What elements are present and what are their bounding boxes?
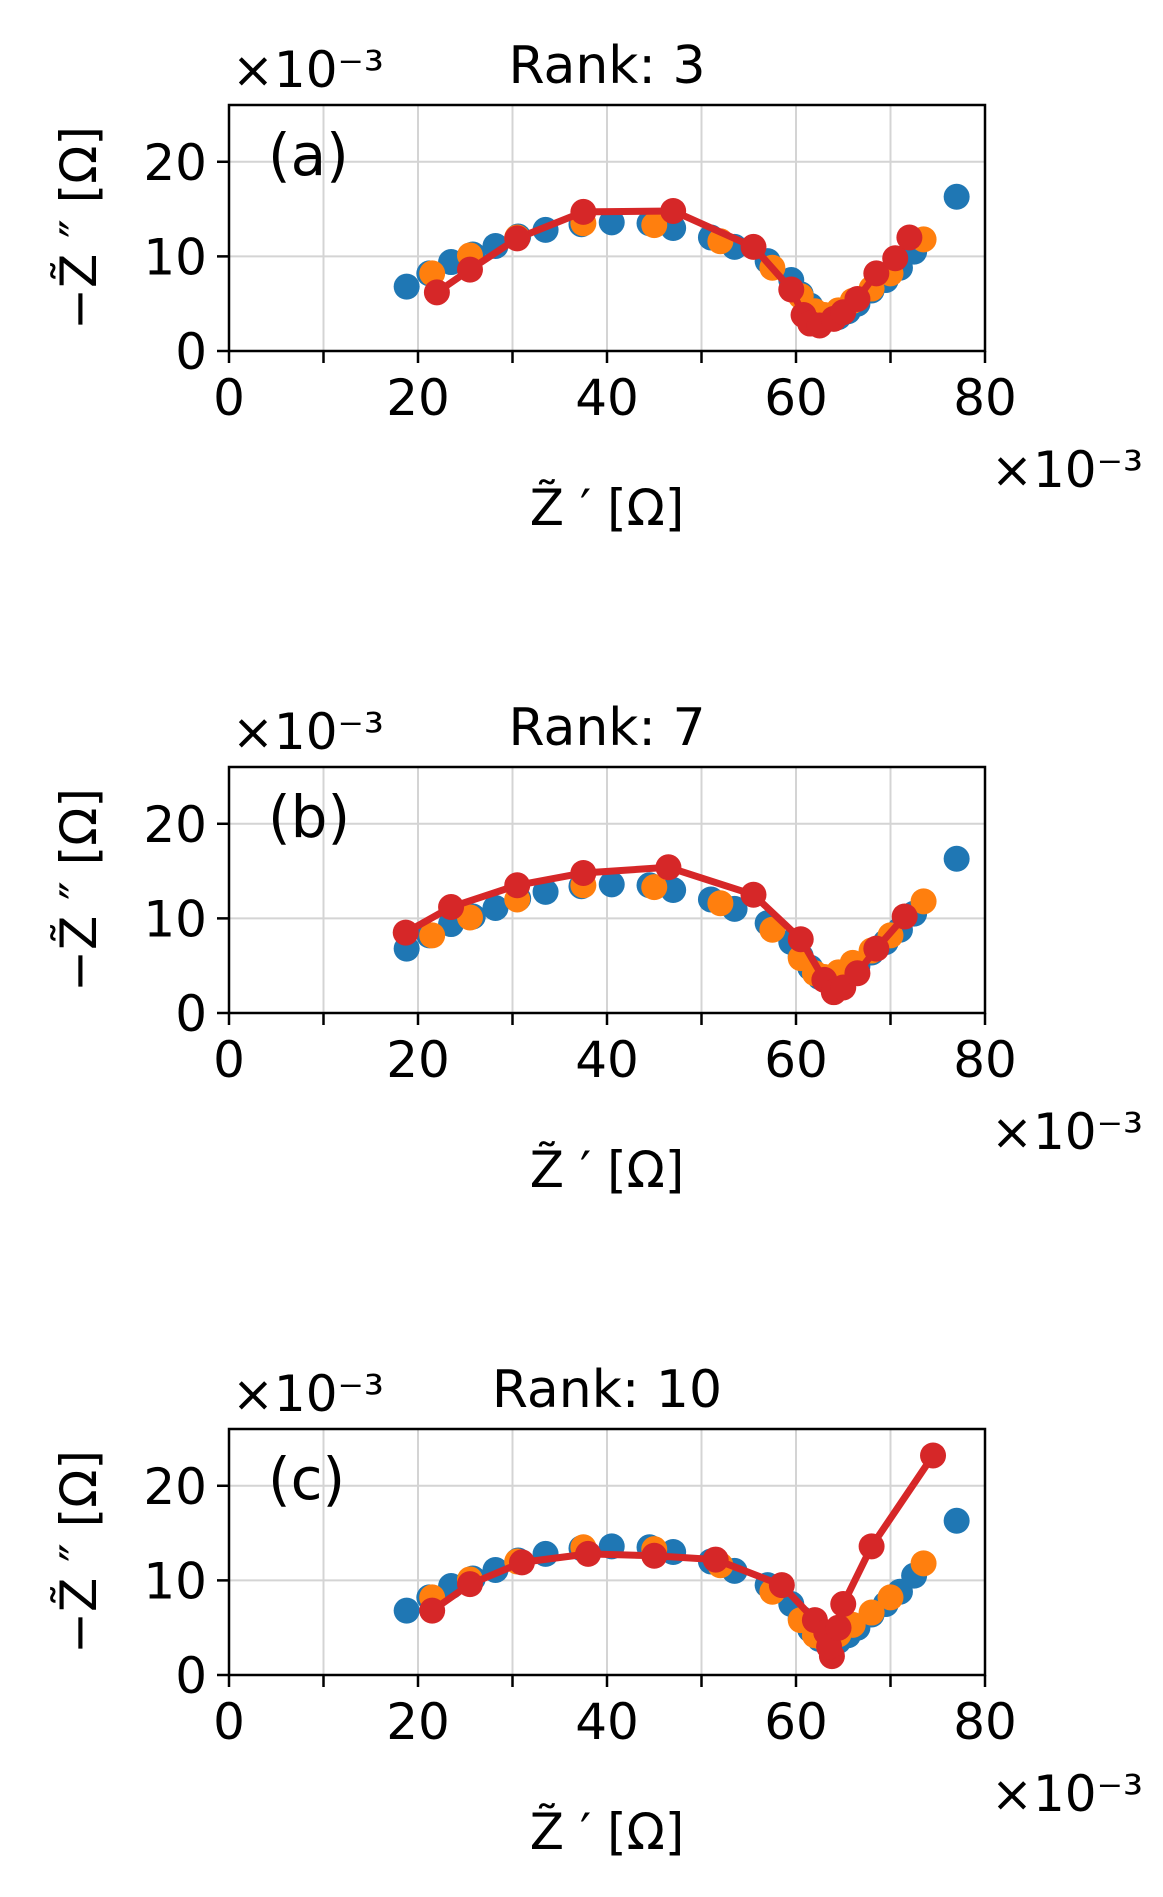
panel-label: (b) xyxy=(268,783,350,851)
x-tick-label: 0 xyxy=(213,1693,245,1751)
x-tick-label: 80 xyxy=(953,1031,1017,1089)
data-point xyxy=(740,233,767,260)
y-tick-label: 20 xyxy=(143,796,207,854)
data-point xyxy=(575,1540,602,1567)
y-tick-label: 10 xyxy=(143,1552,207,1610)
data-point xyxy=(882,245,909,272)
data-point xyxy=(504,872,531,899)
data-point xyxy=(456,904,483,931)
chart-panel-a: 0 20 40 60 80 0 10 20 ×10⁻³ ×10⁻³ Rank: 3 (a) Z̃ ′ [… xyxy=(50,36,1143,537)
data-point xyxy=(877,1584,904,1611)
y-multiplier: ×10⁻³ xyxy=(232,1365,384,1423)
x-tick-label: 60 xyxy=(764,1693,828,1751)
y-multiplier: ×10⁻³ xyxy=(232,703,384,761)
data-point xyxy=(943,1507,970,1534)
series-2 xyxy=(419,1442,947,1670)
data-point xyxy=(419,1597,446,1624)
x-tick-label: 20 xyxy=(386,1693,450,1751)
data-point xyxy=(438,894,465,921)
data-point xyxy=(504,225,531,252)
data-point xyxy=(482,894,509,921)
panel-label: (a) xyxy=(268,121,349,189)
data-point xyxy=(570,198,597,225)
x-tick-label: 20 xyxy=(386,369,450,427)
chart-title: Rank: 10 xyxy=(492,1360,722,1420)
data-point xyxy=(702,1546,729,1573)
x-multiplier: ×10⁻³ xyxy=(991,1765,1143,1823)
y-axis-label: −Z̃ ″ [Ω] xyxy=(50,1450,108,1654)
x-tick-label: 40 xyxy=(575,1031,639,1089)
data-point xyxy=(508,1549,535,1576)
y-axis-label: −Z̃ ″ [Ω] xyxy=(50,126,108,330)
chart-title: Rank: 7 xyxy=(508,698,705,758)
data-point xyxy=(393,273,420,300)
data-point xyxy=(641,212,668,239)
data-point xyxy=(778,276,805,303)
data-point xyxy=(830,1591,857,1618)
data-point xyxy=(844,285,871,312)
data-point xyxy=(641,1542,668,1569)
data-point xyxy=(896,224,923,251)
data-point xyxy=(863,935,890,962)
x-multiplier: ×10⁻³ xyxy=(991,441,1143,499)
y-tick-label: 20 xyxy=(143,134,207,192)
data-point xyxy=(943,183,970,210)
x-multiplier: ×10⁻³ xyxy=(991,1103,1143,1161)
x-tick-label: 20 xyxy=(386,1031,450,1089)
data-point xyxy=(740,881,767,908)
series-2 xyxy=(423,197,923,339)
y-axis-label: −Z̃ ″ [Ω] xyxy=(50,788,108,992)
x-tick-label: 0 xyxy=(213,369,245,427)
chart-panel-b: 0 20 40 60 80 0 10 20 ×10⁻³ ×10⁻³ Rank: 7 (b) Z̃ ′ [… xyxy=(50,698,1143,1199)
data-point xyxy=(920,1442,947,1469)
data-point xyxy=(423,279,450,306)
data-point xyxy=(858,1533,885,1560)
x-axis-label: Z̃ ′ [Ω] xyxy=(530,479,685,537)
x-tick-label: 60 xyxy=(764,1031,828,1089)
x-tick-label: 0 xyxy=(213,1031,245,1089)
panel-label: (c) xyxy=(268,1445,345,1513)
x-tick-label: 80 xyxy=(953,369,1017,427)
data-point xyxy=(419,922,446,949)
data-point xyxy=(768,1572,795,1599)
x-tick-label: 40 xyxy=(575,1693,639,1751)
data-point xyxy=(532,878,559,905)
data-point xyxy=(456,256,483,283)
y-tick-label: 0 xyxy=(175,1647,207,1705)
data-point xyxy=(707,890,734,917)
data-point xyxy=(660,197,687,224)
y-multiplier: ×10⁻³ xyxy=(232,41,384,99)
data-point xyxy=(858,1599,885,1626)
data-point xyxy=(910,1550,937,1577)
y-tick-label: 0 xyxy=(175,985,207,1043)
y-tick-label: 10 xyxy=(143,890,207,948)
data-point xyxy=(655,854,682,881)
chart-title: Rank: 3 xyxy=(508,36,705,96)
data-point xyxy=(456,1571,483,1598)
x-tick-label: 40 xyxy=(575,369,639,427)
data-point xyxy=(910,888,937,915)
data-point xyxy=(598,209,625,236)
data-point xyxy=(787,926,814,953)
data-point xyxy=(844,960,871,987)
data-point xyxy=(598,871,625,898)
data-point xyxy=(825,1614,852,1641)
data-point xyxy=(943,845,970,872)
y-tick-label: 0 xyxy=(175,323,207,381)
data-point xyxy=(393,1597,420,1624)
x-axis-label: Z̃ ′ [Ω] xyxy=(530,1803,685,1861)
x-axis-label: Z̃ ′ [Ω] xyxy=(530,1141,685,1199)
data-point xyxy=(641,874,668,901)
chart-panel-c: 0 20 40 60 80 0 10 20 ×10⁻³ ×10⁻³ Rank: 10 (c) Z̃ ′ … xyxy=(50,1360,1143,1861)
y-tick-label: 10 xyxy=(143,228,207,286)
data-point xyxy=(570,859,597,886)
series-2 xyxy=(392,854,918,1006)
data-point xyxy=(863,260,890,287)
x-tick-label: 80 xyxy=(953,1693,1017,1751)
data-point xyxy=(891,903,918,930)
data-point xyxy=(392,919,419,946)
x-tick-label: 60 xyxy=(764,369,828,427)
y-tick-label: 20 xyxy=(143,1458,207,1516)
